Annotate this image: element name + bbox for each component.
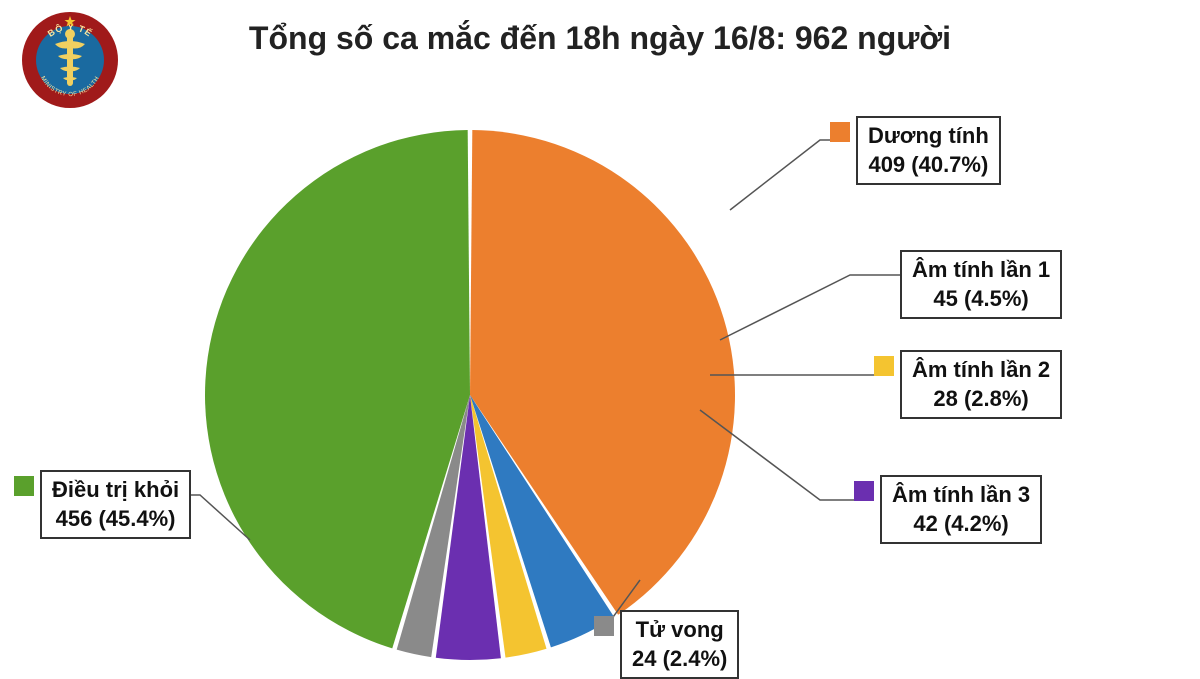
label-line2: 45 (4.5%)	[912, 285, 1050, 314]
legend-swatch-tu_vong	[594, 616, 614, 636]
label-line2: 24 (2.4%)	[632, 645, 727, 674]
label-line2: 42 (4.2%)	[892, 510, 1030, 539]
label-line1: Âm tính lần 2	[912, 356, 1050, 385]
label-line2: 456 (45.4%)	[52, 505, 179, 534]
label-line2: 409 (40.7%)	[868, 151, 989, 180]
label-am_tinh_1: Âm tính lần 145 (4.5%)	[900, 250, 1062, 319]
legend-swatch-am_tinh_3	[854, 481, 874, 501]
label-line1: Dương tính	[868, 122, 989, 151]
chart-title: Tổng số ca mắc đến 18h ngày 16/8: 962 ng…	[0, 20, 1200, 57]
label-am_tinh_2: Âm tính lần 228 (2.8%)	[900, 350, 1062, 419]
label-tu_vong: Tử vong24 (2.4%)	[620, 610, 739, 679]
label-am_tinh_3: Âm tính lần 342 (4.2%)	[880, 475, 1042, 544]
label-line1: Tử vong	[632, 616, 727, 645]
leader-line	[720, 275, 900, 340]
label-dieu_tri: Điều trị khỏi456 (45.4%)	[40, 470, 191, 539]
label-line2: 28 (2.8%)	[912, 385, 1050, 414]
pie-chart: Dương tính409 (40.7%) Âm tính lần 145 (4.…	[0, 80, 1200, 675]
label-line1: Điều trị khỏi	[52, 476, 179, 505]
label-line1: Âm tính lần 3	[892, 481, 1030, 510]
legend-swatch-am_tinh_2	[874, 356, 894, 376]
label-line1: Âm tính lần 1	[912, 256, 1050, 285]
legend-swatch-duong_tinh	[830, 122, 850, 142]
label-duong_tinh: Dương tính409 (40.7%)	[856, 116, 1001, 185]
legend-swatch-dieu_tri	[14, 476, 34, 496]
leader-line	[730, 140, 830, 210]
